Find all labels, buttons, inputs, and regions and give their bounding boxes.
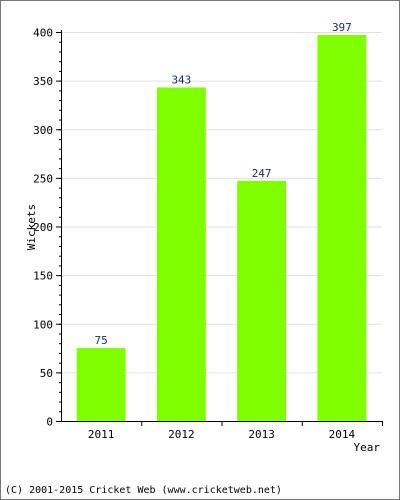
y-tick-label: 350: [33, 75, 53, 88]
x-axis-title: Year: [354, 441, 381, 454]
bar-2014: [317, 34, 367, 421]
value-label-2011: 75: [95, 334, 108, 347]
x-tick-label-2011: 2011: [88, 428, 115, 441]
y-tick-label: 50: [40, 367, 53, 380]
y-tick-label: 100: [33, 318, 53, 331]
x-tick-label-2014: 2014: [329, 428, 356, 441]
y-tick-label: 0: [46, 416, 53, 429]
y-tick-label: 250: [33, 172, 53, 185]
bar-2011: [76, 348, 126, 421]
x-tick-label-2012: 2012: [168, 428, 195, 441]
value-label-2012: 343: [171, 73, 191, 86]
bar-2012: [156, 87, 206, 422]
copyright-footer: (C) 2001-2015 Cricket Web (www.cricketwe…: [5, 485, 282, 496]
bar-2013: [237, 180, 287, 421]
value-label-2013: 247: [252, 167, 272, 180]
axes: [56, 30, 383, 426]
labels: 0 50 100 150 200 250 300 350 400 75 2011 343 2012 247…: [33, 21, 355, 441]
grid-lines: [61, 32, 382, 374]
y-tick-label: 200: [33, 221, 53, 234]
value-label-2014: 397: [332, 21, 352, 34]
y-tick-label: 300: [33, 124, 53, 137]
bar-chart: 0 50 100 150 200 250 300 350 400 75 2011 343 2012 247…: [25, 21, 383, 454]
bars: [76, 34, 367, 422]
y-tick-label: 150: [33, 270, 53, 283]
y-tick-label: 400: [33, 27, 53, 40]
x-tick-label-2013: 2013: [248, 428, 275, 441]
y-axis-title: Wickets: [25, 204, 38, 250]
